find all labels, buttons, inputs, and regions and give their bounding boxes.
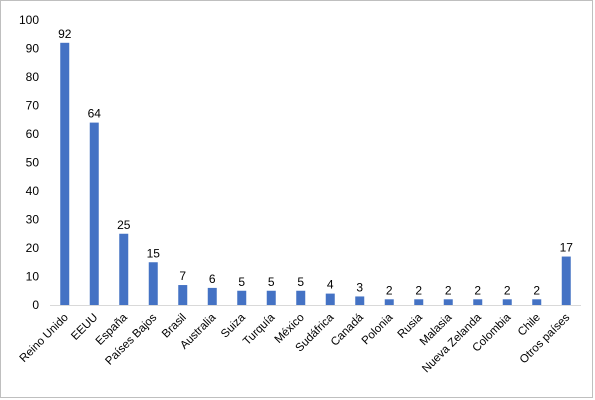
bar-value-label: 92 [58, 27, 72, 41]
data-labels: 92 64 25 15 7 6 5 5 5 4 3 2 2 2 2 2 2 17 [58, 27, 574, 297]
y-tick-label: 70 [26, 99, 40, 113]
bar-value-label: 3 [356, 280, 363, 294]
y-tick-label: 20 [26, 241, 40, 255]
bar [60, 42, 70, 306]
bar-value-label: 2 [445, 283, 452, 297]
bar [148, 262, 158, 305]
bar [325, 293, 335, 305]
bars [60, 42, 571, 306]
y-tick-label: 60 [26, 127, 40, 141]
bar [266, 290, 276, 305]
bar-value-label: 6 [209, 272, 216, 286]
bar-value-label: 2 [474, 283, 481, 297]
category-label: Canadá [329, 311, 366, 348]
y-tick-label: 90 [26, 42, 40, 56]
bar-value-label: 5 [297, 275, 304, 289]
bar [296, 290, 306, 305]
y-axis-ticks: 0 10 20 30 40 50 60 70 80 90 100 [19, 13, 39, 312]
category-label: Turquía [241, 311, 278, 348]
bar-value-label: 2 [386, 283, 393, 297]
bar [443, 299, 453, 305]
bar [384, 299, 394, 305]
bar-value-label: 5 [268, 275, 275, 289]
bar-value-label: 15 [147, 246, 161, 260]
category-label: Chile [516, 312, 543, 339]
y-tick-label: 0 [32, 298, 39, 312]
bar [561, 256, 571, 305]
bar-value-label: 2 [533, 283, 540, 297]
y-tick-label: 100 [19, 13, 39, 27]
bar-value-label: 25 [117, 218, 131, 232]
bar [414, 299, 424, 305]
y-tick-label: 80 [26, 70, 40, 84]
bar-value-label: 2 [415, 283, 422, 297]
bar [532, 299, 542, 305]
bar [207, 287, 217, 305]
bar [473, 299, 483, 305]
bar [355, 296, 365, 305]
bar [89, 122, 99, 305]
bar [502, 299, 512, 305]
bar-value-label: 17 [560, 241, 574, 255]
y-tick-label: 40 [26, 184, 40, 198]
y-tick-label: 50 [26, 156, 40, 170]
bar-value-label: 64 [88, 107, 102, 121]
bar [178, 285, 188, 305]
bar-value-label: 4 [327, 278, 334, 292]
bar-value-label: 5 [238, 275, 245, 289]
y-tick-label: 30 [26, 213, 40, 227]
bar [119, 233, 129, 305]
bar-value-label: 7 [179, 269, 186, 283]
y-tick-label: 10 [26, 270, 40, 284]
bar-value-label: 2 [504, 283, 511, 297]
category-label: Reino Unido [18, 312, 71, 365]
bar [237, 290, 247, 305]
category-label: Polonia [360, 311, 396, 347]
